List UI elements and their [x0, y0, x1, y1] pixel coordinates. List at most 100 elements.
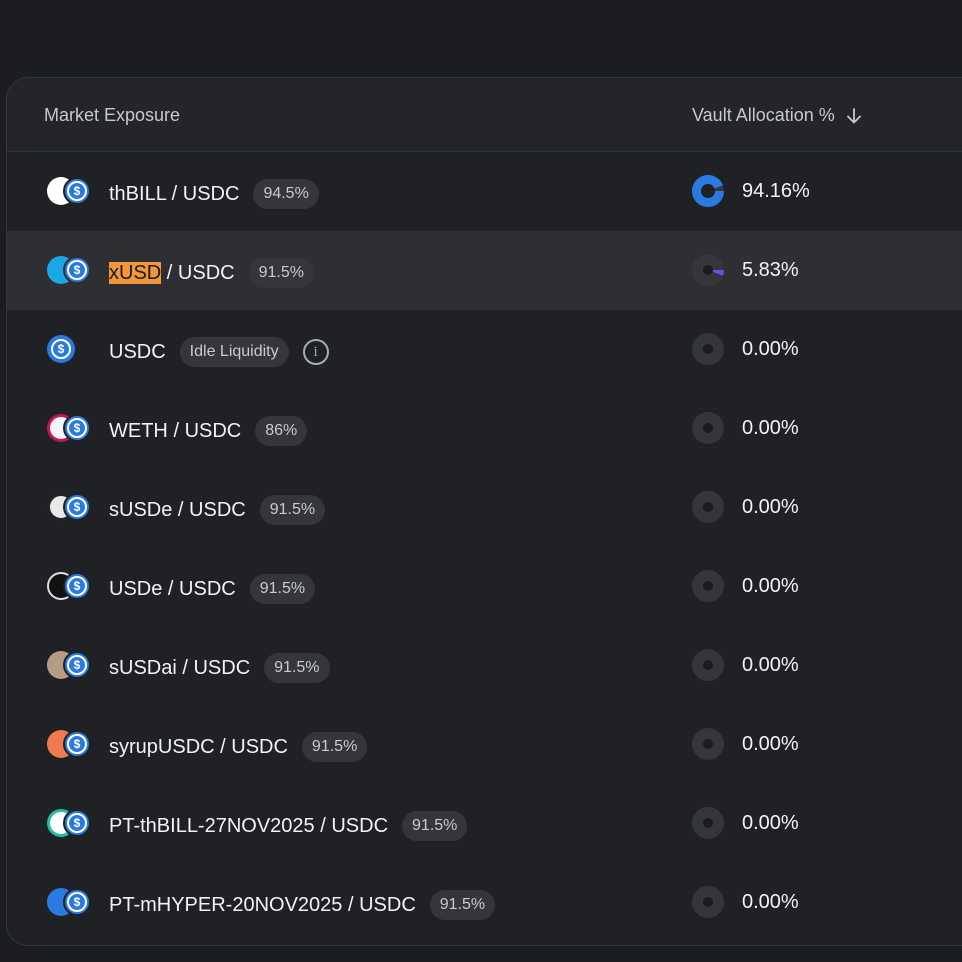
table-row[interactable]: $ syrupUSDC / USDC 91.5% 0.00%: [7, 705, 962, 784]
base-token-label: sUSDai: [109, 656, 177, 679]
token-pair-icons: $: [47, 493, 93, 523]
info-icon[interactable]: i: [302, 339, 329, 365]
pie-hole: [703, 660, 713, 670]
market-name: USDC Idle Liquidity i: [109, 337, 329, 367]
allocation-cell: 0.00%: [692, 649, 799, 681]
allocation-pie-icon: [692, 728, 724, 760]
pie-hole: [703, 818, 713, 828]
market-name: USDe / USDC 91.5%: [109, 574, 316, 604]
usdc-token-icon: $: [63, 572, 91, 600]
market-name: syrupUSDC / USDC 91.5%: [109, 732, 368, 762]
allocation-cell: 94.16%: [692, 175, 810, 207]
market-name: WETH / USDC 86%: [109, 416, 308, 446]
base-token-label: thBILL: [109, 182, 167, 205]
allocation-cell: 0.00%: [692, 570, 799, 602]
allocation-pie-icon: [692, 886, 724, 918]
ltv-badge: 91.5%: [259, 495, 326, 525]
quote-token-label: USDC: [184, 419, 242, 442]
allocation-value: 0.00%: [742, 337, 799, 360]
ltv-badge: 91.5%: [249, 574, 316, 604]
usdc-token-icon: $: [63, 730, 91, 758]
table-row[interactable]: $ sUSDe / USDC 91.5% 0.00%: [7, 468, 962, 547]
market-name: sUSDai / USDC 91.5%: [109, 653, 330, 683]
table-row[interactable]: $ PT-mHYPER-20NOV2025 / USDC 91.5% 0.00%: [7, 863, 962, 942]
allocation-pie-icon: [692, 333, 724, 365]
token-pair-icons: $: [47, 809, 93, 839]
pair-separator: /: [167, 419, 185, 442]
quote-token-label: USDC: [177, 261, 235, 284]
table-row[interactable]: $ xUSD / USDC 91.5% 5.83%: [7, 231, 962, 310]
usdc-token-icon: $: [63, 177, 91, 205]
pie-hole: [703, 739, 713, 749]
base-token-label: PT-thBILL-27NOV2025: [109, 814, 315, 837]
allocation-cell: 0.00%: [692, 886, 799, 918]
usdc-token-icon: $: [63, 888, 91, 916]
allocation-cell: 5.83%: [692, 254, 799, 286]
idle-liquidity-badge: Idle Liquidity: [179, 337, 289, 367]
pair-separator: /: [214, 735, 232, 758]
ltv-badge: 91.5%: [402, 811, 468, 841]
table-row[interactable]: $ thBILL / USDC 94.5% 94.16%: [7, 152, 962, 231]
allocation-value: 0.00%: [742, 732, 799, 755]
pair-separator: /: [314, 814, 332, 837]
pie-hole: [703, 502, 713, 512]
base-token-label: sUSDe: [109, 498, 173, 521]
usdc-token-icon: $: [63, 651, 91, 679]
pie-hole: [703, 897, 713, 907]
market-exposure-header[interactable]: Market Exposure: [44, 105, 181, 125]
pair-separator: /: [162, 577, 180, 600]
table-body: $ thBILL / USDC 94.5% 94.16% $ xUSD / US…: [7, 152, 962, 942]
pie-hole: [703, 581, 713, 591]
base-token-label: WETH: [109, 419, 168, 442]
allocation-cell: 0.00%: [692, 807, 799, 839]
ltv-badge: 91.5%: [429, 890, 496, 920]
base-token-label: xUSD: [109, 261, 162, 284]
allocation-cell: 0.00%: [692, 491, 799, 523]
ltv-badge: 86%: [255, 416, 308, 446]
table-row[interactable]: $ USDC Idle Liquidity i 0.00%: [7, 310, 962, 389]
usdc-token-icon: $: [63, 256, 91, 284]
table-row[interactable]: $ USDe / USDC 91.5% 0.00%: [7, 547, 962, 626]
ltv-badge: 91.5%: [264, 653, 330, 683]
token-pair-icons: $: [47, 730, 93, 760]
market-name: thBILL / USDC 94.5%: [109, 179, 319, 209]
quote-token-label: USDC: [359, 893, 416, 916]
pair-separator: /: [342, 893, 360, 916]
table-row[interactable]: $ WETH / USDC 86% 0.00%: [7, 389, 962, 468]
base-token-label: PT-mHYPER-20NOV2025: [109, 893, 343, 916]
allocation-value: 0.00%: [742, 811, 799, 834]
token-pair-icons: $: [47, 651, 93, 681]
market-exposure-table: Market Exposure Vault Allocation % $ thB…: [6, 77, 962, 946]
allocation-pie-icon: [692, 175, 724, 207]
quote-token-label: USDC: [182, 182, 240, 205]
token-pair-icons: $: [47, 256, 93, 286]
allocation-pie-icon: [692, 254, 724, 286]
allocation-value: 0.00%: [742, 416, 799, 439]
quote-token-label: USDC: [231, 735, 288, 758]
vault-allocation-header[interactable]: Vault Allocation %: [692, 105, 863, 126]
token-pair-icons: $: [47, 572, 93, 602]
pie-hole: [703, 423, 713, 433]
allocation-pie-icon: [692, 649, 724, 681]
allocation-value: 0.00%: [742, 574, 799, 597]
token-pair-icons: $: [47, 177, 93, 207]
table-header: Market Exposure Vault Allocation %: [7, 78, 962, 152]
usdc-token-icon: $: [63, 493, 91, 521]
allocation-value: 0.00%: [742, 495, 799, 518]
quote-token-label: USDC: [179, 577, 236, 600]
pie-hole: [701, 184, 715, 198]
market-name: sUSDe / USDC 91.5%: [109, 495, 326, 525]
usdc-token-icon: $: [63, 414, 91, 442]
ltv-badge: 91.5%: [248, 258, 314, 288]
table-row[interactable]: $ PT-thBILL-27NOV2025 / USDC 91.5% 0.00%: [7, 784, 962, 863]
allocation-cell: 0.00%: [692, 412, 799, 444]
table-row[interactable]: $ sUSDai / USDC 91.5% 0.00%: [7, 626, 962, 705]
pair-separator: /: [176, 656, 194, 679]
allocation-pie-icon: [692, 491, 724, 523]
allocation-value: 0.00%: [742, 653, 799, 676]
pair-separator: /: [161, 261, 178, 284]
vault-allocation-label: Vault Allocation %: [692, 105, 835, 125]
pie-hole: [703, 344, 713, 354]
ltv-badge: 94.5%: [253, 179, 319, 209]
ltv-badge: 91.5%: [301, 732, 368, 762]
